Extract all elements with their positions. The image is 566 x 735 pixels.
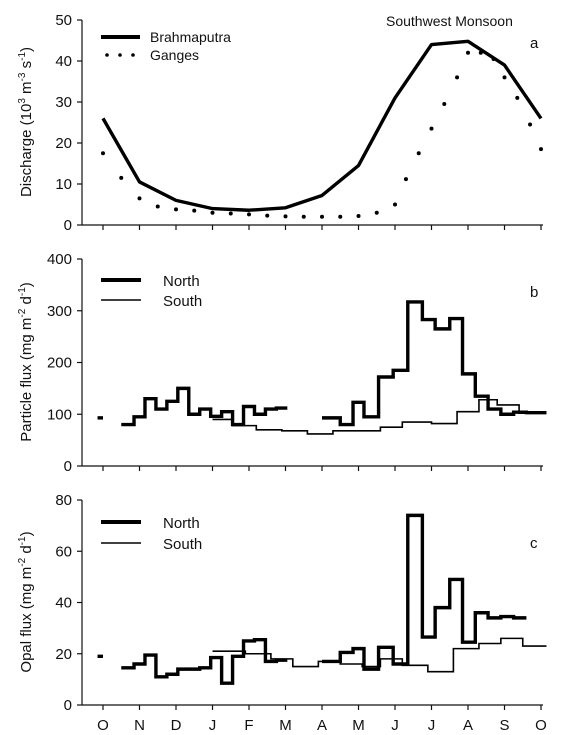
panel-a-y-tick-label: 40	[55, 53, 72, 70]
series-south-panel-c-step	[212, 637, 547, 673]
series-ganges-point	[356, 213, 361, 218]
panel-b-axes	[81, 259, 543, 467]
month-label: J	[391, 717, 399, 734]
series-ganges-point	[320, 214, 324, 219]
series-ganges-point	[374, 210, 379, 215]
panel-c-y-tick-label: 60	[55, 543, 72, 560]
panel-b: 0 100 200 300 400 Particle flux (mg m-2 d-1)…	[17, 251, 547, 475]
series-ganges-point	[515, 95, 520, 100]
panel-c-y-tick-label: 40	[55, 595, 72, 612]
legend-south-label-c: South	[163, 536, 202, 553]
month-label: O	[535, 717, 547, 734]
panel-b-y-tick-label: 0	[64, 458, 72, 475]
series-ganges-point	[155, 204, 160, 209]
panel-a-y-tick-label: 10	[55, 176, 72, 193]
panel-a-y-tick-label: 0	[64, 217, 72, 234]
series-ganges-point	[192, 208, 197, 213]
series-ganges-point	[502, 75, 507, 80]
series-north-panel-b-step	[121, 386, 288, 427]
panel-b-y-tick-label: 400	[47, 251, 72, 268]
panel-c-letter: c	[530, 535, 538, 552]
legend-ganges-label: Ganges	[150, 47, 199, 63]
series-ganges-point	[338, 214, 343, 219]
month-label: F	[244, 717, 253, 734]
panel-a-y-ticks: 0 10 20 30 40 50	[55, 12, 82, 234]
month-label: J	[428, 717, 436, 734]
series-north-panel-b-step	[322, 300, 547, 427]
panel-b-y-tick-label: 100	[47, 406, 72, 423]
month-label: O	[97, 717, 109, 734]
series-ganges-point	[442, 102, 447, 107]
panel-a-y-tick-label: 20	[55, 135, 72, 152]
panel-a-axes	[81, 20, 543, 226]
series-ganges-point	[466, 50, 470, 55]
month-label: A	[463, 717, 473, 734]
panel-a-y-tick-label: 30	[55, 94, 72, 111]
series-ganges-point	[283, 214, 288, 219]
series-north-panel-c-step	[322, 513, 527, 671]
panel-a-legend: Brahmaputra Ganges	[101, 29, 231, 63]
month-label: M	[352, 717, 365, 734]
panel-c-y-ticks: 0 20 40 60 80	[55, 492, 82, 714]
series-ganges-point	[301, 214, 306, 219]
panel-a-y-axis-title: Discharge (103 m-3 s-1)	[17, 47, 35, 197]
panel-c-y-tick-label: 20	[55, 646, 72, 663]
panel-b-y-axis-title: Particle flux (mg m-2 d-1)	[17, 282, 35, 442]
panel-a: 0 10 20 30 40 50 Discharge (103 m-3 s-1) Brah…	[17, 12, 543, 234]
legend-north-label-c: North	[163, 515, 200, 532]
panel-b-y-tick-label: 200	[47, 355, 72, 372]
series-ganges-point	[228, 211, 233, 216]
series-ganges-point	[265, 213, 270, 218]
series-ganges-point	[528, 122, 533, 127]
series-ganges-point	[393, 202, 397, 207]
series-ganges-point	[101, 151, 105, 156]
series-brahmaputra-line	[101, 39, 543, 212]
panel-b-y-tick-label: 300	[47, 303, 72, 320]
legend-brahmaputra-label: Brahmaputra	[150, 29, 231, 45]
series-ganges-point	[429, 126, 434, 131]
month-label: A	[317, 717, 327, 734]
legend-ganges-swatch	[105, 53, 135, 57]
series-ganges-point	[491, 56, 496, 61]
series-ganges-point	[416, 151, 421, 156]
panel-a-letter: a	[530, 35, 539, 52]
month-label: S	[499, 717, 509, 734]
month-label: M	[279, 717, 292, 734]
panel-b-legend: North South	[101, 273, 202, 310]
panel-c-legend: North South	[101, 515, 202, 553]
panel-c-y-tick-label: 0	[64, 697, 72, 714]
panel-c-y-tick-label: 80	[55, 492, 72, 509]
panel-a-annotation: Southwest Monsoon	[386, 13, 513, 29]
series-ganges-point	[539, 147, 543, 152]
panel-b-letter: b	[530, 284, 538, 301]
series-ganges-point	[478, 50, 483, 55]
series-south-panel-b-step	[212, 398, 547, 435]
panel-c: 0 20 40 60 80 Opal flux (mg m-2 d-1) North S…	[17, 492, 547, 714]
series-ganges-point	[455, 75, 460, 80]
month-label: J	[209, 717, 217, 734]
panel-c-series	[97, 513, 547, 710]
series-north-panel-c-step	[121, 637, 288, 685]
series-ganges-point	[119, 175, 124, 180]
panel-b-y-ticks: 0 100 200 300 400	[47, 251, 82, 475]
month-label: D	[171, 717, 182, 734]
panel-c-axes	[81, 500, 543, 706]
series-ganges-point	[210, 210, 215, 215]
series-ganges-point	[247, 212, 251, 217]
legend-north-label-b: North	[163, 273, 200, 290]
panel-a-series	[101, 39, 543, 230]
panel-a-y-tick-label: 50	[55, 12, 72, 29]
panel-c-y-axis-title: Opal flux (mg m-2 d-1)	[17, 531, 35, 672]
series-ganges-point	[403, 177, 408, 182]
series-ganges-point	[137, 196, 142, 201]
legend-south-label-b: South	[163, 293, 202, 310]
month-label: N	[134, 717, 145, 734]
series-ganges-point	[174, 207, 178, 212]
panel-b-series	[97, 300, 547, 471]
